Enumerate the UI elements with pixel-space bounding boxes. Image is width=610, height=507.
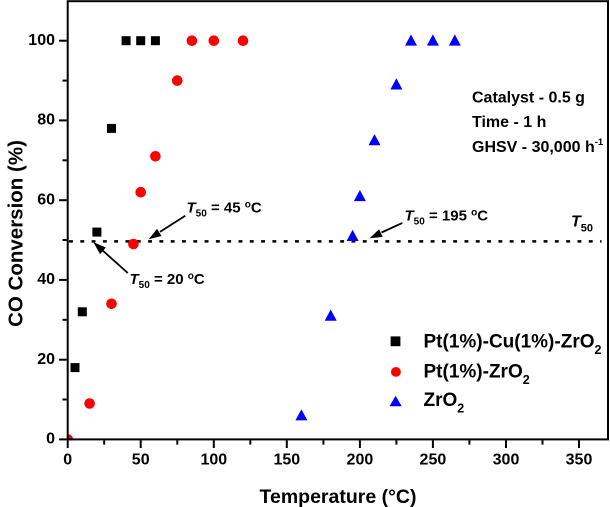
svg-text:100: 100 (200, 452, 227, 469)
svg-text:80: 80 (37, 112, 55, 129)
svg-text:Time - 1 h: Time - 1 h (472, 114, 546, 131)
svg-text:300: 300 (493, 452, 520, 469)
svg-text:100: 100 (28, 32, 55, 49)
svg-text:T50 = 20 oC: T50 = 20 oC (130, 271, 205, 291)
svg-text:Temperature (°C): Temperature (°C) (260, 486, 417, 507)
svg-text:350: 350 (566, 452, 593, 469)
svg-text:GHSV - 30,000 h-1: GHSV - 30,000 h-1 (472, 137, 604, 156)
svg-text:ZrO2: ZrO2 (424, 390, 465, 416)
svg-text:20: 20 (37, 351, 55, 368)
svg-text:T50 = 195 oC: T50 = 195 oC (405, 207, 489, 227)
svg-text:60: 60 (37, 191, 55, 208)
svg-text:Catalyst - 0.5 g: Catalyst - 0.5 g (472, 89, 585, 106)
svg-text:40: 40 (37, 271, 55, 288)
svg-text:150: 150 (273, 452, 300, 469)
svg-text:250: 250 (420, 452, 447, 469)
svg-text:50: 50 (132, 452, 150, 469)
svg-text:T50 = 45 oC: T50 = 45 oC (187, 199, 262, 219)
svg-text:Pt(1%)-ZrO2: Pt(1%)-ZrO2 (424, 362, 530, 388)
svg-text:CO Conversion (%): CO Conversion (%) (5, 140, 28, 327)
svg-text:0: 0 (63, 452, 72, 469)
svg-text:200: 200 (347, 452, 374, 469)
svg-text:0: 0 (46, 431, 55, 448)
svg-text:T50: T50 (571, 214, 593, 235)
svg-text:Pt(1%)-Cu(1%)-ZrO2: Pt(1%)-Cu(1%)-ZrO2 (424, 332, 602, 358)
